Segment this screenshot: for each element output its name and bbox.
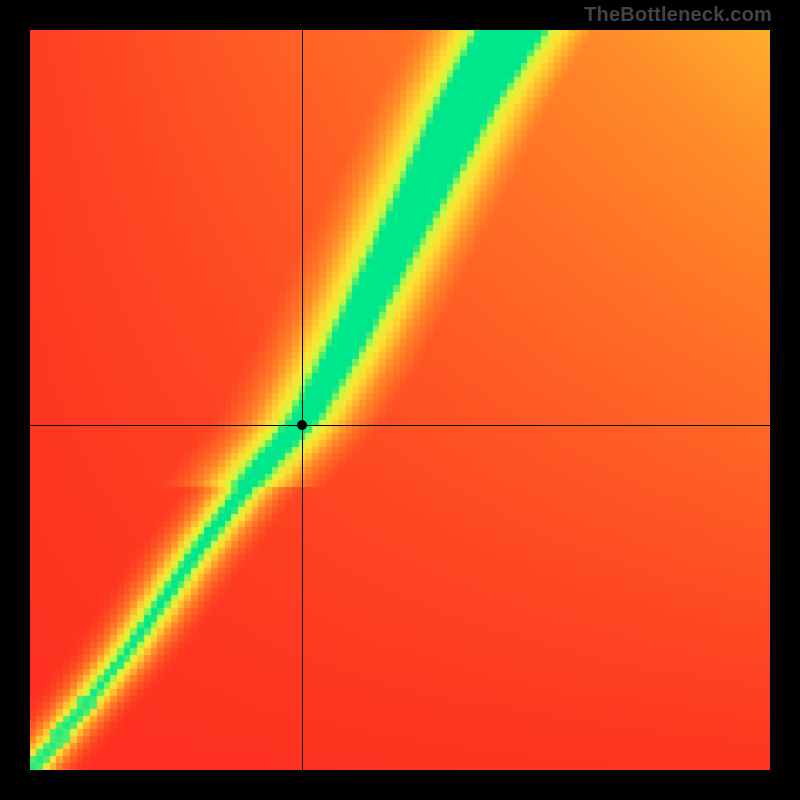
crosshair-horizontal — [30, 425, 770, 426]
heatmap-canvas — [30, 30, 770, 770]
watermark-text: TheBottleneck.com — [584, 4, 772, 27]
crosshair-vertical — [302, 30, 303, 770]
chart-container: TheBottleneck.com — [0, 0, 800, 800]
crosshair-marker — [297, 420, 307, 430]
